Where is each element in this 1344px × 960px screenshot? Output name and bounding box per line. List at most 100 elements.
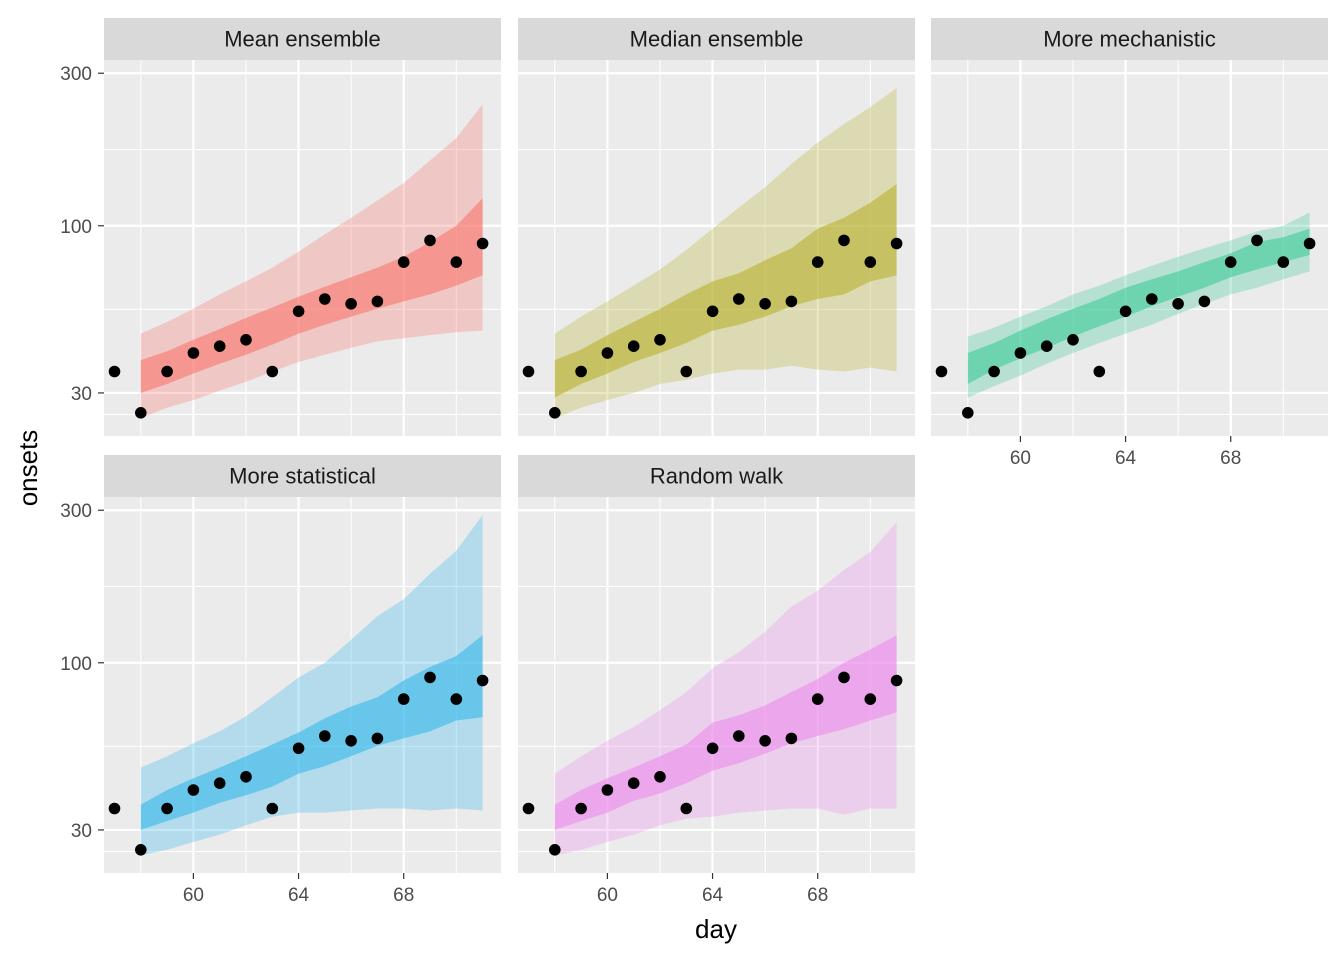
strip-more-mechanistic <box>931 18 1328 60</box>
observed-point <box>240 334 252 346</box>
strip-label-median-ensemble: Median ensemble <box>630 27 804 52</box>
observed-point <box>240 771 252 783</box>
y-tick-label: 30 <box>71 821 92 842</box>
strip-label-more-statistical: More statistical <box>229 464 376 489</box>
observed-point <box>1146 293 1158 305</box>
observed-point <box>838 234 850 247</box>
observed-point <box>397 256 410 268</box>
observed-point <box>549 407 561 419</box>
x-tick-label: 60 <box>183 885 204 906</box>
ribbon-50-more-statistical <box>140 635 483 830</box>
observed-point <box>601 784 614 796</box>
strip-more-statistical <box>104 455 501 497</box>
observed-point <box>1172 298 1184 310</box>
observed-point <box>838 671 850 684</box>
panel-mean-ensemble: Mean ensemble 30 100 300 <box>60 18 501 436</box>
x-tick-label: 68 <box>807 885 828 906</box>
observed-point <box>266 802 279 815</box>
observed-point <box>706 305 719 318</box>
observed-point <box>187 784 200 796</box>
observed-point <box>1224 256 1237 268</box>
observed-point <box>549 844 561 856</box>
observed-point <box>292 742 305 755</box>
observed-point <box>292 305 305 318</box>
observed-point <box>1014 347 1027 359</box>
x-axis-title: day <box>695 914 737 944</box>
ribbon-50-mean-ensemble <box>140 198 483 393</box>
observed-point <box>1277 256 1290 268</box>
observed-point <box>1040 340 1053 353</box>
ribbon-50-random-walk <box>554 635 897 830</box>
observed-point <box>424 671 436 684</box>
observed-point <box>759 298 771 310</box>
observed-point <box>1303 237 1316 250</box>
observed-point <box>476 237 489 250</box>
observed-point <box>733 730 745 742</box>
observed-point <box>213 777 226 789</box>
observed-point <box>890 674 903 687</box>
observed-point <box>1251 234 1263 247</box>
observed-point <box>627 340 640 353</box>
x-tick-label: 64 <box>702 885 724 906</box>
strip-label-random-walk: Random walk <box>650 464 784 489</box>
panels: Mean ensemble 30 100 300 Median ensemble More… <box>60 18 1328 906</box>
strip-mean-ensemble <box>104 18 501 60</box>
observed-point <box>962 407 974 419</box>
x-tick-label: 60 <box>1010 448 1031 469</box>
y-tick-label: 300 <box>60 64 92 85</box>
observed-point <box>864 693 877 705</box>
x-tick-label: 68 <box>1220 448 1241 469</box>
ribbon-50-median-ensemble <box>554 184 897 398</box>
observed-point <box>522 365 535 378</box>
observed-point <box>1198 295 1211 308</box>
observed-point <box>1093 365 1106 378</box>
observed-point <box>680 365 693 378</box>
y-axis-title: onsets <box>13 430 43 507</box>
observed-point <box>161 802 173 815</box>
y-tick-label: 300 <box>60 501 92 522</box>
observed-point <box>371 295 384 308</box>
observed-point <box>319 293 331 305</box>
observed-point <box>108 802 121 815</box>
observed-point <box>601 347 614 359</box>
observed-point <box>161 365 173 378</box>
strip-label-mean-ensemble: Mean ensemble <box>224 27 381 52</box>
strip-median-ensemble <box>518 18 915 60</box>
observed-point <box>575 802 587 815</box>
observed-point <box>187 347 200 359</box>
observed-point <box>476 674 489 687</box>
x-tick-label: 64 <box>1115 448 1137 469</box>
observed-point <box>759 735 771 747</box>
observed-point <box>680 802 693 815</box>
x-tick-label: 64 <box>288 885 310 906</box>
observed-point <box>371 732 384 745</box>
observed-point <box>397 693 410 705</box>
observed-point <box>890 237 903 250</box>
observed-point <box>627 777 640 789</box>
observed-point <box>319 730 331 742</box>
x-tick-label: 60 <box>597 885 618 906</box>
observed-point <box>522 802 535 815</box>
observed-point <box>266 365 279 378</box>
observed-point <box>213 340 226 353</box>
observed-point <box>135 844 147 856</box>
observed-point <box>1119 305 1132 318</box>
observed-point <box>1067 334 1079 346</box>
y-tick-label: 30 <box>71 384 92 405</box>
observed-point <box>811 693 824 705</box>
panel-more-statistical: More statistical 30 100 300 60 64 68 <box>60 455 501 906</box>
observed-point <box>424 234 436 247</box>
observed-point <box>345 298 357 310</box>
y-tick-label: 100 <box>60 654 92 675</box>
panel-more-mechanistic: More mechanistic 60 64 68 <box>931 18 1328 469</box>
observed-point <box>108 365 121 378</box>
observed-point <box>135 407 147 419</box>
observed-point <box>785 732 798 745</box>
observed-point <box>450 256 463 268</box>
observed-point <box>785 295 798 308</box>
panel-median-ensemble: Median ensemble <box>518 18 915 436</box>
observed-point <box>988 365 1000 378</box>
ribbon-50-more-mechanistic <box>967 228 1310 384</box>
strip-label-more-mechanistic: More mechanistic <box>1043 27 1215 52</box>
